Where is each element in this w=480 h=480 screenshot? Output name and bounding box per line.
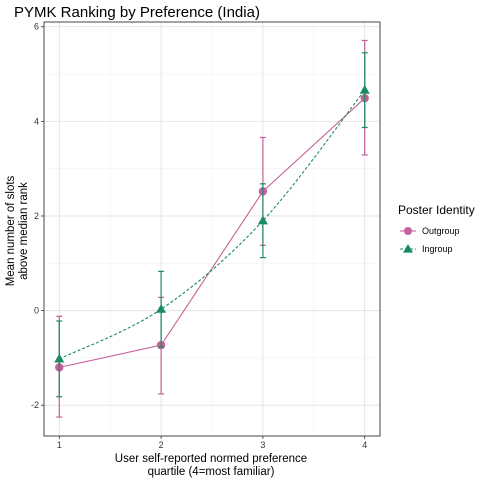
legend-item-ingroup: Ingroup [400,244,453,254]
legend-marker [403,244,413,253]
data-point [258,216,268,225]
y-axis-label-line-1: Mean number of slots [5,175,17,286]
legend-label: Ingroup [422,244,453,254]
legend-item-outgroup: Outgroup [400,226,460,236]
chart-title: PYMK Ranking by Preference (India) [14,4,260,21]
legend-marker [404,227,412,235]
legend: Poster Identity Outgroup Ingroup [398,203,475,254]
x-tick-label: 2 [159,440,164,450]
legend-title: Poster Identity [398,203,475,217]
y-axis-label-line-2: above median rank [18,182,30,280]
x-tick-label: 1 [57,440,62,450]
y-tick-label: 2 [34,211,39,221]
y-tick-label: 6 [34,22,39,32]
x-axis: 1 2 3 4 [57,436,367,450]
x-axis-label-line-1: User self-reported normed preference [115,453,307,465]
x-tick-label: 4 [362,440,367,450]
y-tick-label: 0 [34,306,39,316]
data-point [360,85,370,94]
y-axis: -2 0 2 4 6 [31,22,44,411]
x-axis-label-line-2: quartile (4=most familiar) [148,466,275,478]
x-tick-label: 3 [260,440,265,450]
plot-panel [44,22,380,436]
data-point [156,304,166,313]
y-tick-label: 4 [34,116,39,126]
y-tick-label: -2 [31,400,39,410]
legend-label: Outgroup [422,226,460,236]
